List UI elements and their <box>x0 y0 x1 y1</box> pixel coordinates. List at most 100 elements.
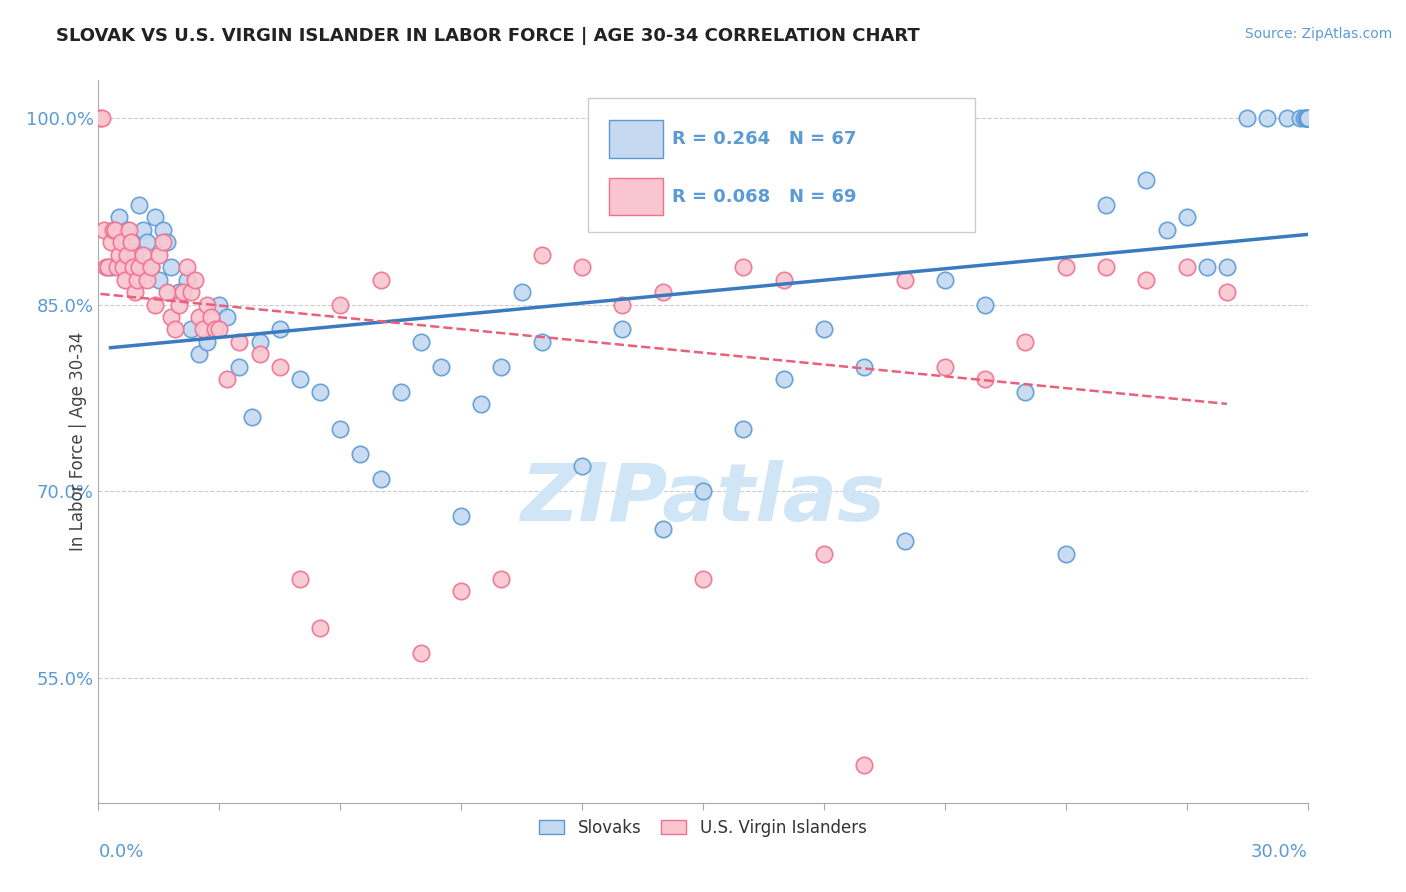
Point <box>1095 260 1118 274</box>
Point <box>1216 285 1239 299</box>
Point <box>571 260 593 274</box>
Point <box>180 322 202 336</box>
Point <box>612 297 634 311</box>
Point <box>188 347 211 361</box>
Point <box>148 248 170 262</box>
Point <box>329 422 352 436</box>
Y-axis label: In Labor Force | Age 30-34: In Labor Force | Age 30-34 <box>69 332 87 551</box>
Point <box>974 297 997 311</box>
Point <box>160 310 183 324</box>
Point <box>430 359 453 374</box>
Point <box>204 322 226 336</box>
FancyBboxPatch shape <box>609 120 664 158</box>
Point <box>152 223 174 237</box>
Point <box>491 359 513 374</box>
Point <box>309 621 332 635</box>
Point <box>176 260 198 274</box>
FancyBboxPatch shape <box>588 98 976 232</box>
Point <box>208 297 231 311</box>
Point <box>893 534 915 549</box>
Point <box>100 260 122 274</box>
Point <box>1014 334 1036 349</box>
Point <box>1296 111 1319 125</box>
Point <box>530 334 553 349</box>
Point <box>1054 260 1077 274</box>
Point <box>370 472 392 486</box>
Point <box>450 509 472 524</box>
Point <box>1277 111 1299 125</box>
Point <box>143 211 166 225</box>
Point <box>249 347 271 361</box>
Point <box>853 359 876 374</box>
Point <box>228 359 250 374</box>
Point <box>121 260 143 274</box>
Point <box>288 372 311 386</box>
Point <box>853 758 876 772</box>
Point <box>269 359 291 374</box>
Point <box>105 260 128 274</box>
Text: 30.0%: 30.0% <box>1251 843 1308 861</box>
Point <box>893 272 915 286</box>
Point <box>167 297 190 311</box>
Point <box>110 235 132 250</box>
Point <box>1256 111 1278 125</box>
Point <box>193 322 215 336</box>
Point <box>1135 173 1157 187</box>
Point <box>1175 211 1198 225</box>
Point <box>309 384 332 399</box>
Point <box>772 272 794 286</box>
Point <box>139 260 162 274</box>
Point <box>135 272 157 286</box>
Point <box>100 235 122 250</box>
Point <box>240 409 263 424</box>
Point <box>1156 223 1178 237</box>
Point <box>93 223 115 237</box>
Point <box>1296 111 1319 125</box>
Point <box>152 235 174 250</box>
Point <box>974 372 997 386</box>
Point <box>208 322 231 336</box>
Point <box>813 322 835 336</box>
Point <box>172 285 194 299</box>
Point <box>120 235 142 250</box>
Point <box>184 272 207 286</box>
Point <box>188 310 211 324</box>
Point <box>1195 260 1218 274</box>
Point <box>1095 198 1118 212</box>
Point <box>160 260 183 274</box>
Point <box>1292 111 1315 125</box>
Point <box>813 547 835 561</box>
Point <box>176 272 198 286</box>
Point <box>128 198 150 212</box>
Point <box>249 334 271 349</box>
Point <box>111 260 134 274</box>
Point <box>491 572 513 586</box>
Point <box>91 111 114 125</box>
Point <box>1054 547 1077 561</box>
Point <box>115 248 138 262</box>
Point <box>107 248 129 262</box>
Point <box>571 459 593 474</box>
Point <box>269 322 291 336</box>
Point <box>772 372 794 386</box>
Text: Source: ZipAtlas.com: Source: ZipAtlas.com <box>1244 27 1392 41</box>
Point <box>89 111 111 125</box>
Point <box>115 223 138 237</box>
Point <box>103 223 125 237</box>
Point <box>132 248 155 262</box>
Point <box>530 248 553 262</box>
Text: 0.0%: 0.0% <box>98 843 143 861</box>
Point <box>470 397 492 411</box>
Legend: Slovaks, U.S. Virgin Islanders: Slovaks, U.S. Virgin Islanders <box>531 810 875 845</box>
Point <box>163 322 186 336</box>
Point <box>692 572 714 586</box>
Point <box>1135 272 1157 286</box>
Point <box>651 522 673 536</box>
Point <box>124 248 146 262</box>
Point <box>288 572 311 586</box>
Point <box>612 322 634 336</box>
Point <box>934 272 956 286</box>
Point <box>97 260 120 274</box>
Point <box>329 297 352 311</box>
Point <box>195 297 218 311</box>
